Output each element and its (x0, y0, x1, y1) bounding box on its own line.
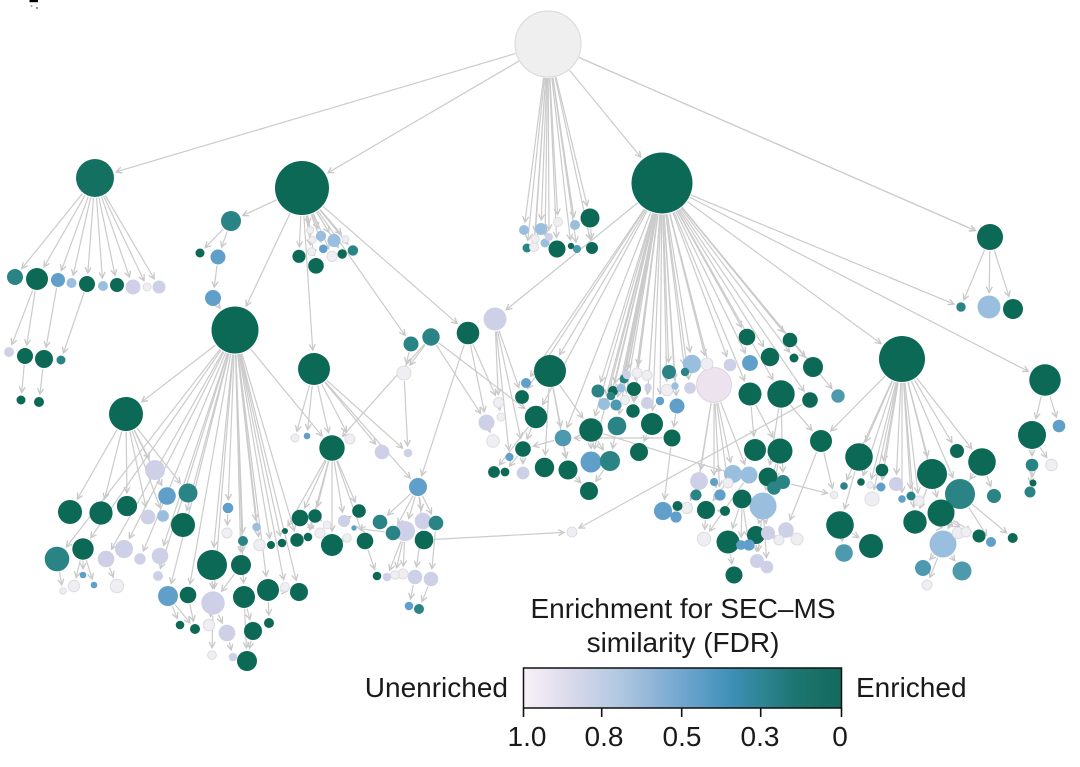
svg-text:0.3: 0.3 (741, 721, 780, 752)
svg-text:0.8: 0.8 (585, 721, 624, 752)
svg-text:Enrichment for SEC–MS: Enrichment for SEC–MS (531, 593, 836, 624)
svg-text:similarity (FDR): similarity (FDR) (587, 627, 780, 658)
svg-text:1.0: 1.0 (508, 721, 547, 752)
svg-text:Unenriched: Unenriched (365, 672, 508, 703)
svg-text:0.5: 0.5 (663, 721, 702, 752)
svg-text:Enriched: Enriched (856, 672, 967, 703)
svg-text:0: 0 (832, 721, 848, 752)
